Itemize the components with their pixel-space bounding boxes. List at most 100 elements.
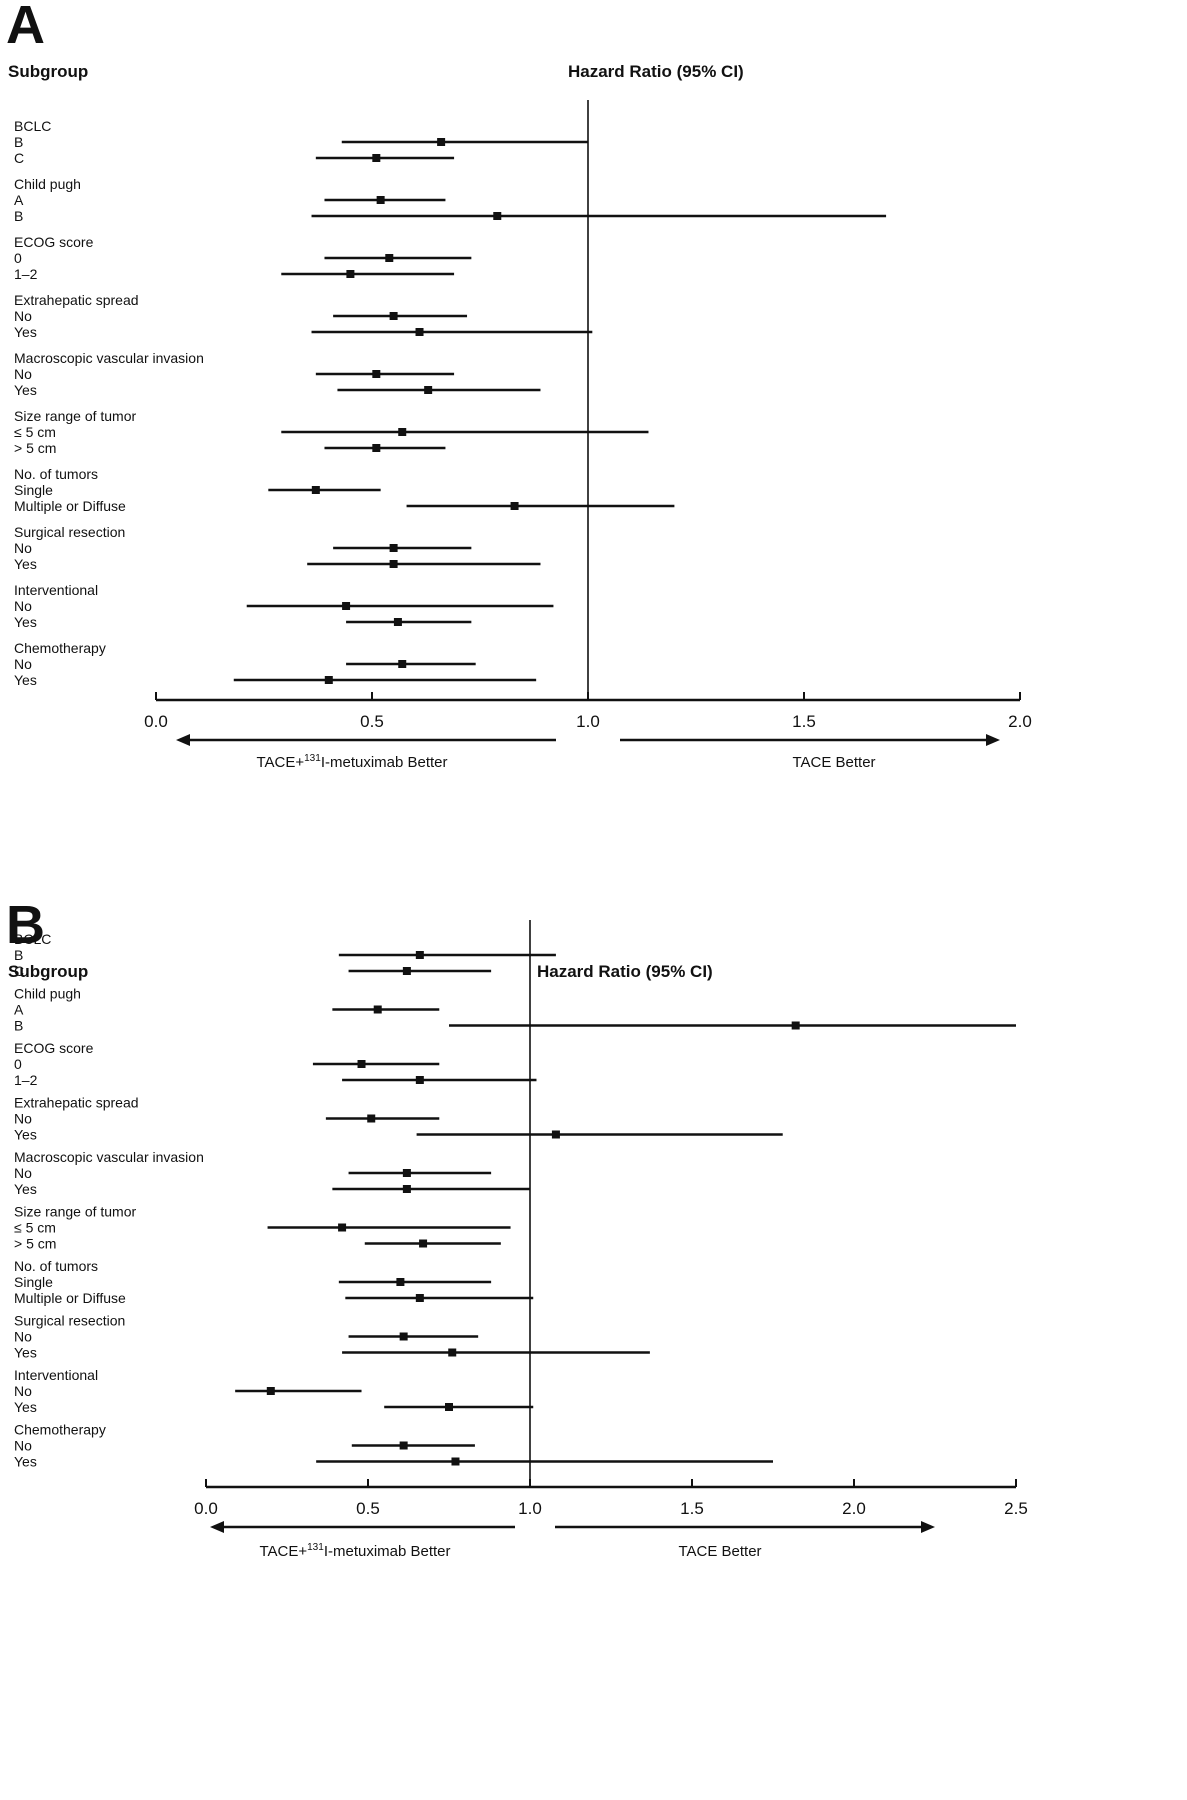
hr-point	[416, 951, 424, 959]
hr-point	[312, 486, 320, 494]
subgroup-row-label: No	[14, 598, 32, 614]
subgroup-row-label: No	[14, 656, 32, 672]
subgroup-row-label: Yes	[14, 1399, 37, 1415]
right-arrowhead	[921, 1521, 935, 1533]
hr-point	[400, 1333, 408, 1341]
hr-point	[390, 560, 398, 568]
subgroup-row-label: Yes	[14, 1345, 37, 1361]
subgroup-category-label: No. of tumors	[14, 1258, 98, 1274]
hr-point	[372, 154, 380, 162]
subgroup-category-label: Interventional	[14, 1367, 98, 1383]
hr-point	[792, 1022, 800, 1030]
hr-point	[416, 1076, 424, 1084]
hr-point	[493, 212, 501, 220]
subgroup-category-label: Child pugh	[14, 986, 81, 1002]
hr-point	[416, 1294, 424, 1302]
subgroup-row-label: C	[14, 150, 24, 166]
hr-point	[448, 1349, 456, 1357]
subgroup-category-label: Child pugh	[14, 176, 81, 192]
subgroup-row-label: Single	[14, 1274, 53, 1290]
subgroup-category-label: Extrahepatic spread	[14, 292, 139, 308]
hr-point	[358, 1060, 366, 1068]
subgroup-row-label: B	[14, 947, 23, 963]
x-tick-label: 1.5	[792, 712, 816, 731]
x-tick-label: 0.5	[356, 1499, 380, 1518]
subgroup-category-label: Macroscopic vascular invasion	[14, 350, 204, 366]
subgroup-row-label: A	[14, 192, 24, 208]
subgroup-category-label: Size range of tumor	[14, 1204, 137, 1220]
hr-point	[372, 370, 380, 378]
subgroup-row-label: Multiple or Diffuse	[14, 1290, 126, 1306]
hr-point	[396, 1278, 404, 1286]
hr-point	[416, 328, 424, 336]
subgroup-row-label: 1–2	[14, 1072, 38, 1088]
hr-point	[372, 444, 380, 452]
hr-point	[367, 1115, 375, 1123]
hr-point	[342, 602, 350, 610]
hr-point	[394, 618, 402, 626]
subgroup-row-label: No	[14, 1383, 32, 1399]
subgroup-row-label: A	[14, 1002, 24, 1018]
subgroup-row-label: C	[14, 963, 24, 979]
hr-point	[325, 676, 333, 684]
subgroup-row-label: Yes	[14, 1454, 37, 1470]
hr-point	[403, 1185, 411, 1193]
hr-point	[398, 428, 406, 436]
left-arrow-label: TACE+131I-metuximab Better	[256, 753, 447, 771]
hr-point	[403, 967, 411, 975]
hr-point	[390, 312, 398, 320]
left-arrowhead	[210, 1521, 224, 1533]
subgroup-category-label: Surgical resection	[14, 1313, 125, 1329]
x-tick-label: 1.5	[680, 1499, 704, 1518]
hr-point	[451, 1458, 459, 1466]
x-tick-label: 1.0	[576, 712, 600, 731]
hr-point	[437, 138, 445, 146]
subgroup-row-label: No	[14, 1438, 32, 1454]
subgroup-row-label: 0	[14, 1056, 22, 1072]
subgroup-row-label: Yes	[14, 556, 37, 572]
forest-panel-b: B Subgroup Hazard Ratio (95% CI) BCLC B C C…	[0, 900, 1187, 1800]
subgroup-category-label: BCLC	[14, 118, 51, 134]
subgroup-row-label: No	[14, 308, 32, 324]
x-tick-label: 0.0	[144, 712, 168, 731]
subgroup-category-label: ECOG score	[14, 234, 94, 250]
subgroup-row-label: Multiple or Diffuse	[14, 498, 126, 514]
subgroup-row-label: ≤ 5 cm	[14, 1220, 56, 1236]
right-arrow-label: TACE Better	[678, 1543, 761, 1560]
hr-point	[511, 502, 519, 510]
left-arrowhead	[176, 734, 190, 746]
hr-point	[267, 1387, 275, 1395]
subgroup-category-label: BCLC	[14, 931, 51, 947]
hr-point	[390, 544, 398, 552]
subgroup-row-label: Yes	[14, 672, 37, 688]
x-tick-label: 0.5	[360, 712, 384, 731]
subgroup-row-label: ≤ 5 cm	[14, 424, 56, 440]
hr-point	[424, 386, 432, 394]
hr-point	[419, 1240, 427, 1248]
subgroup-category-label: Extrahepatic spread	[14, 1095, 139, 1111]
subgroup-row-label: No	[14, 366, 32, 382]
left-arrow-label: TACE+131I-metuximab Better	[259, 1542, 450, 1560]
x-tick-label: 1.0	[518, 1499, 542, 1518]
subgroup-category-label: Chemotherapy	[14, 640, 106, 656]
subgroup-row-label: No	[14, 540, 32, 556]
hr-point	[374, 1006, 382, 1014]
forest-panel-a: A Subgroup Hazard Ratio (95% CI) BCLC B C C…	[0, 0, 1187, 890]
subgroup-row-label: No	[14, 1165, 32, 1181]
subgroup-row-label: No	[14, 1329, 32, 1345]
subgroup-row-label: Yes	[14, 324, 37, 340]
x-tick-label: 0.0	[194, 1499, 218, 1518]
hr-point	[398, 660, 406, 668]
right-arrow-label: TACE Better	[792, 754, 875, 771]
subgroup-row-label: Yes	[14, 614, 37, 630]
subgroup-category-label: Surgical resection	[14, 524, 125, 540]
subgroup-category-label: Macroscopic vascular invasion	[14, 1149, 204, 1165]
hr-point	[400, 1442, 408, 1450]
subgroup-row-label: B	[14, 208, 23, 224]
subgroup-row-label: 1–2	[14, 266, 38, 282]
hr-point	[338, 1224, 346, 1232]
hr-point	[377, 196, 385, 204]
subgroup-row-label: Yes	[14, 1127, 37, 1143]
hr-point	[403, 1169, 411, 1177]
